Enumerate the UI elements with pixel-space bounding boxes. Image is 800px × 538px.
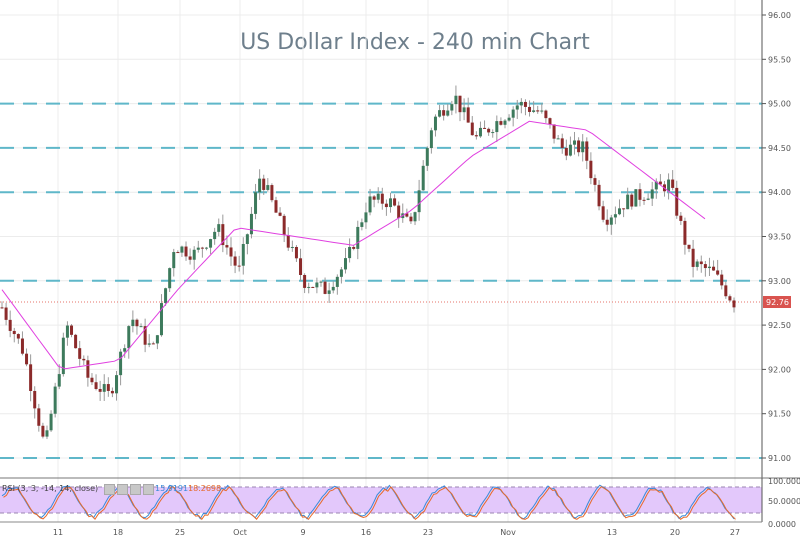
candlesticks [0,85,736,440]
price-tick: 95.50 [768,55,791,64]
rsi-tick-0: 0.0000 [768,520,796,529]
support-resistance-levels [0,102,762,459]
rsi-more-button[interactable] [130,484,141,495]
price-tick: 95.00 [768,100,791,109]
rsi-tick-50: 50.0000 [768,497,800,506]
time-tick: Nov [500,528,516,537]
time-tick: 18 [113,528,123,537]
last-price-label: 92.76 [766,298,789,307]
time-tick: 20 [670,528,680,537]
time-tick: 23 [423,528,433,537]
last-price-badge [763,296,791,308]
rsi-settings-button[interactable] [104,484,115,495]
price-tick: 92.50 [768,321,791,330]
price-tick: 93.50 [768,233,791,242]
chart-title: US Dollar Index - 240 min Chart [240,30,590,55]
time-tick: 16 [361,528,371,537]
moving-average-line [1,120,706,370]
price-tick: 91.50 [768,410,791,419]
price-tick: 93.00 [768,277,791,286]
grid-lines [0,0,762,522]
rsi-hide-button[interactable] [117,484,128,495]
price-tick: 94.50 [768,144,791,153]
price-tick: 91.00 [768,454,791,463]
time-tick: Oct [233,528,247,537]
price-tick: 96.00 [768,11,791,20]
rsi-indicator-controls [104,484,154,495]
time-tick: 9 [300,528,305,537]
time-tick: 25 [175,528,185,537]
time-tick: 11 [53,528,63,537]
rsi-indicator-label[interactable]: RSI (3, 3, -14, 14, close) [2,484,99,493]
time-tick: 27 [730,528,740,537]
price-tick: 94.00 [768,188,791,197]
price-tick: 92.00 [768,365,791,374]
rsi-tick-100: 100.0000 [768,477,800,486]
price-axis: 96.00 95.50 95.00 94.50 94.00 93.50 93.00 92.50… [762,11,791,463]
rsi-remove-button[interactable] [143,484,154,495]
rsi-value-1: 15.9191 [155,484,189,493]
time-tick: 13 [607,528,617,537]
time-axis: 11 18 25 Oct 9 16 23 Nov 13 20 27 [53,528,740,537]
rsi-value-2: 18.2698 [188,484,222,493]
